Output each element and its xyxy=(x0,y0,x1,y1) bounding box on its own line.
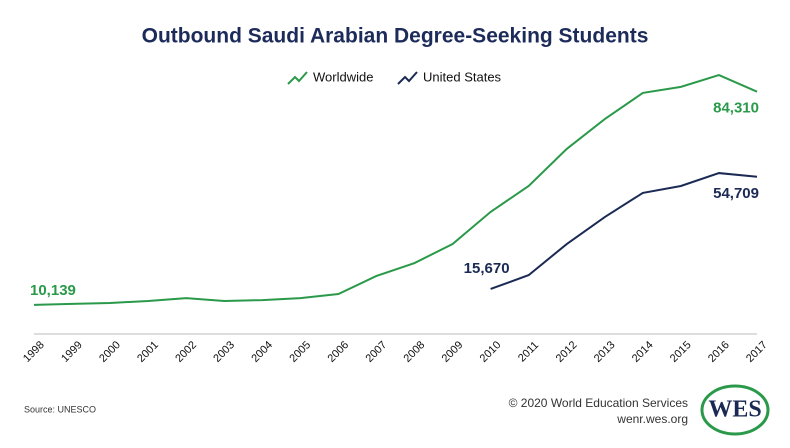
x-tick-label: 2000 xyxy=(97,339,123,365)
website: wenr.wes.org xyxy=(616,412,688,426)
value-label: 15,670 xyxy=(464,260,510,277)
legend-label: United States xyxy=(423,69,502,84)
x-tick-label: 2011 xyxy=(516,339,541,364)
x-tick-label: 2002 xyxy=(173,339,199,365)
legend-icon xyxy=(397,71,418,85)
x-tick-label: 2009 xyxy=(440,339,466,365)
x-tick-label: 2015 xyxy=(668,339,694,365)
x-tick-label: 2014 xyxy=(630,339,656,365)
value-label: 10,139 xyxy=(30,282,76,299)
value-label: 84,310 xyxy=(713,100,759,117)
x-tick-label: 2008 xyxy=(402,339,428,365)
line xyxy=(33,74,758,306)
x-tick-label: 2006 xyxy=(325,339,351,365)
x-tick-label: 2001 xyxy=(135,339,161,365)
x-tick-label: 1999 xyxy=(59,339,85,365)
legend-icon xyxy=(287,71,308,85)
x-tick-label: 1998 xyxy=(21,339,47,365)
x-tick-label: 2004 xyxy=(249,339,275,365)
x-tick-label: 2013 xyxy=(592,339,618,365)
x-tick-label: 2010 xyxy=(478,339,504,365)
x-tick-label: 2016 xyxy=(706,339,732,365)
logo: WES xyxy=(708,397,761,423)
x-tick-label: 2007 xyxy=(364,339,390,365)
line xyxy=(490,172,758,290)
legend-label: Worldwide xyxy=(313,69,373,84)
x-tick-label: 2017 xyxy=(744,339,770,365)
logo-ring xyxy=(700,384,770,436)
x-tick-label: 2003 xyxy=(211,339,237,365)
x-tick-label: 2005 xyxy=(287,339,313,365)
copyright: © 2020 World Education Services xyxy=(509,396,688,410)
chart-title: Outbound Saudi Arabian Degree-Seeking St… xyxy=(142,25,649,48)
x-tick-label: 2012 xyxy=(554,339,580,365)
source: Source: UNESCO xyxy=(24,404,96,414)
value-label: 54,709 xyxy=(713,185,759,202)
